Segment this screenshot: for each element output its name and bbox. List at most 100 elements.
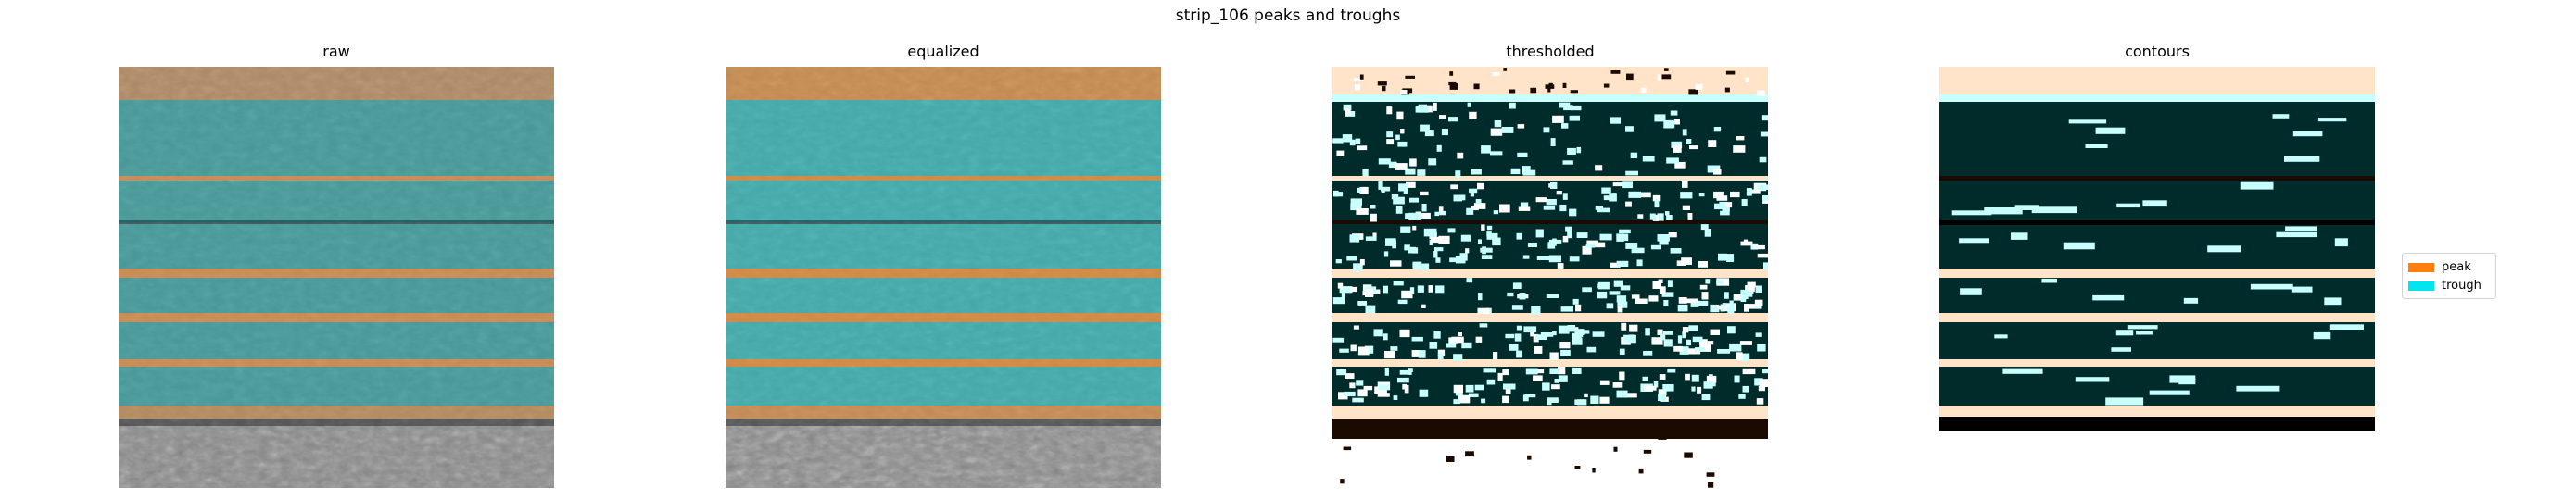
contour-blob — [2169, 375, 2196, 383]
speckle — [1625, 201, 1632, 207]
speckle — [1396, 111, 1404, 120]
speckle — [1669, 455, 1673, 460]
speckle — [1560, 306, 1573, 312]
speckle — [1395, 206, 1403, 214]
speckle — [1688, 89, 1698, 95]
speckle — [1572, 367, 1582, 374]
speckle — [1562, 82, 1567, 88]
thresholded-image-panel — [1332, 67, 1768, 488]
speckle — [1408, 368, 1413, 372]
speckle — [1649, 213, 1656, 220]
speckle — [1502, 369, 1509, 376]
speckle — [1708, 482, 1714, 488]
contour-blob — [2095, 127, 2126, 134]
speckle — [1698, 339, 1708, 345]
speckle — [1736, 136, 1745, 141]
speckle — [1695, 347, 1706, 352]
speckle — [1431, 236, 1442, 243]
speckle — [1339, 286, 1353, 294]
speckle — [1370, 213, 1377, 222]
speckle — [1385, 238, 1396, 246]
speckle — [1355, 138, 1361, 144]
speckle — [1499, 204, 1510, 213]
peak-band — [726, 176, 1161, 181]
speckle — [1418, 350, 1426, 358]
speckle — [1494, 120, 1502, 128]
legend-label-trough: trough — [2442, 279, 2481, 293]
speckle — [1635, 298, 1648, 304]
contour-blob — [2031, 206, 2077, 214]
speckle — [1599, 396, 1610, 404]
contour-blob — [2240, 181, 2274, 190]
speckle — [1481, 255, 1493, 259]
speckle — [1622, 181, 1633, 189]
speckle — [1503, 383, 1516, 390]
speckle — [1497, 372, 1503, 381]
speckle — [1620, 285, 1631, 291]
speckle — [1739, 341, 1752, 345]
contour-blob — [2276, 231, 2317, 238]
speckle — [1576, 146, 1582, 154]
contour-blob — [2002, 368, 2043, 374]
speckle — [1733, 294, 1747, 301]
speckle — [1421, 263, 1430, 271]
speckle — [1469, 393, 1479, 397]
speckle — [1746, 188, 1752, 196]
speckle — [1453, 194, 1466, 201]
speckle — [1666, 157, 1679, 164]
speckle — [1341, 293, 1345, 301]
speckle — [1691, 386, 1696, 392]
speckle — [1667, 368, 1676, 373]
speckle — [1617, 301, 1628, 308]
speckle — [1549, 368, 1559, 374]
speckle — [1350, 198, 1362, 206]
speckle — [1666, 215, 1673, 220]
speckle — [1381, 186, 1391, 192]
speckle — [1700, 224, 1709, 231]
contour-blob — [2142, 200, 2167, 207]
speckle — [1429, 342, 1438, 349]
speckle — [1547, 86, 1551, 93]
speckle — [1595, 165, 1603, 171]
speckle — [1637, 214, 1644, 219]
speckle — [1480, 247, 1493, 253]
speckle — [1574, 329, 1584, 338]
speckle — [1695, 83, 1703, 90]
speckle — [1522, 473, 1528, 481]
speckle — [1510, 168, 1521, 175]
speckle — [1552, 331, 1557, 336]
speckle — [1455, 170, 1461, 178]
speckle — [1586, 346, 1597, 353]
speckle — [1357, 145, 1368, 151]
speckle — [1449, 419, 1460, 423]
speckle — [1698, 300, 1709, 306]
speckle — [1339, 348, 1349, 353]
speckle — [1546, 294, 1559, 298]
contours-image — [1939, 67, 2375, 488]
peak-band — [726, 406, 1161, 419]
speckle — [1686, 339, 1691, 346]
speckle — [1383, 285, 1388, 294]
speckle — [1365, 305, 1376, 314]
speckle — [1353, 325, 1359, 330]
speckle — [1359, 186, 1369, 194]
speckle — [1722, 303, 1726, 310]
speckle — [1562, 160, 1573, 165]
speckle — [1349, 382, 1356, 389]
speckle — [1718, 253, 1727, 261]
speckle — [1355, 84, 1360, 91]
legend-swatch-trough — [2408, 281, 2434, 291]
speckle — [1451, 336, 1464, 344]
speckle — [1522, 255, 1530, 259]
speckle — [1405, 213, 1413, 219]
speckle — [1505, 333, 1515, 339]
speckle — [1337, 282, 1344, 289]
contour-blob — [1960, 288, 1982, 295]
speckle — [1481, 398, 1486, 404]
speckle — [1679, 346, 1689, 355]
threshold-speckles — [1332, 68, 1768, 488]
speckle — [1638, 192, 1651, 198]
speckle — [1597, 281, 1610, 290]
speckle — [1377, 81, 1387, 86]
speckle — [1441, 129, 1448, 136]
